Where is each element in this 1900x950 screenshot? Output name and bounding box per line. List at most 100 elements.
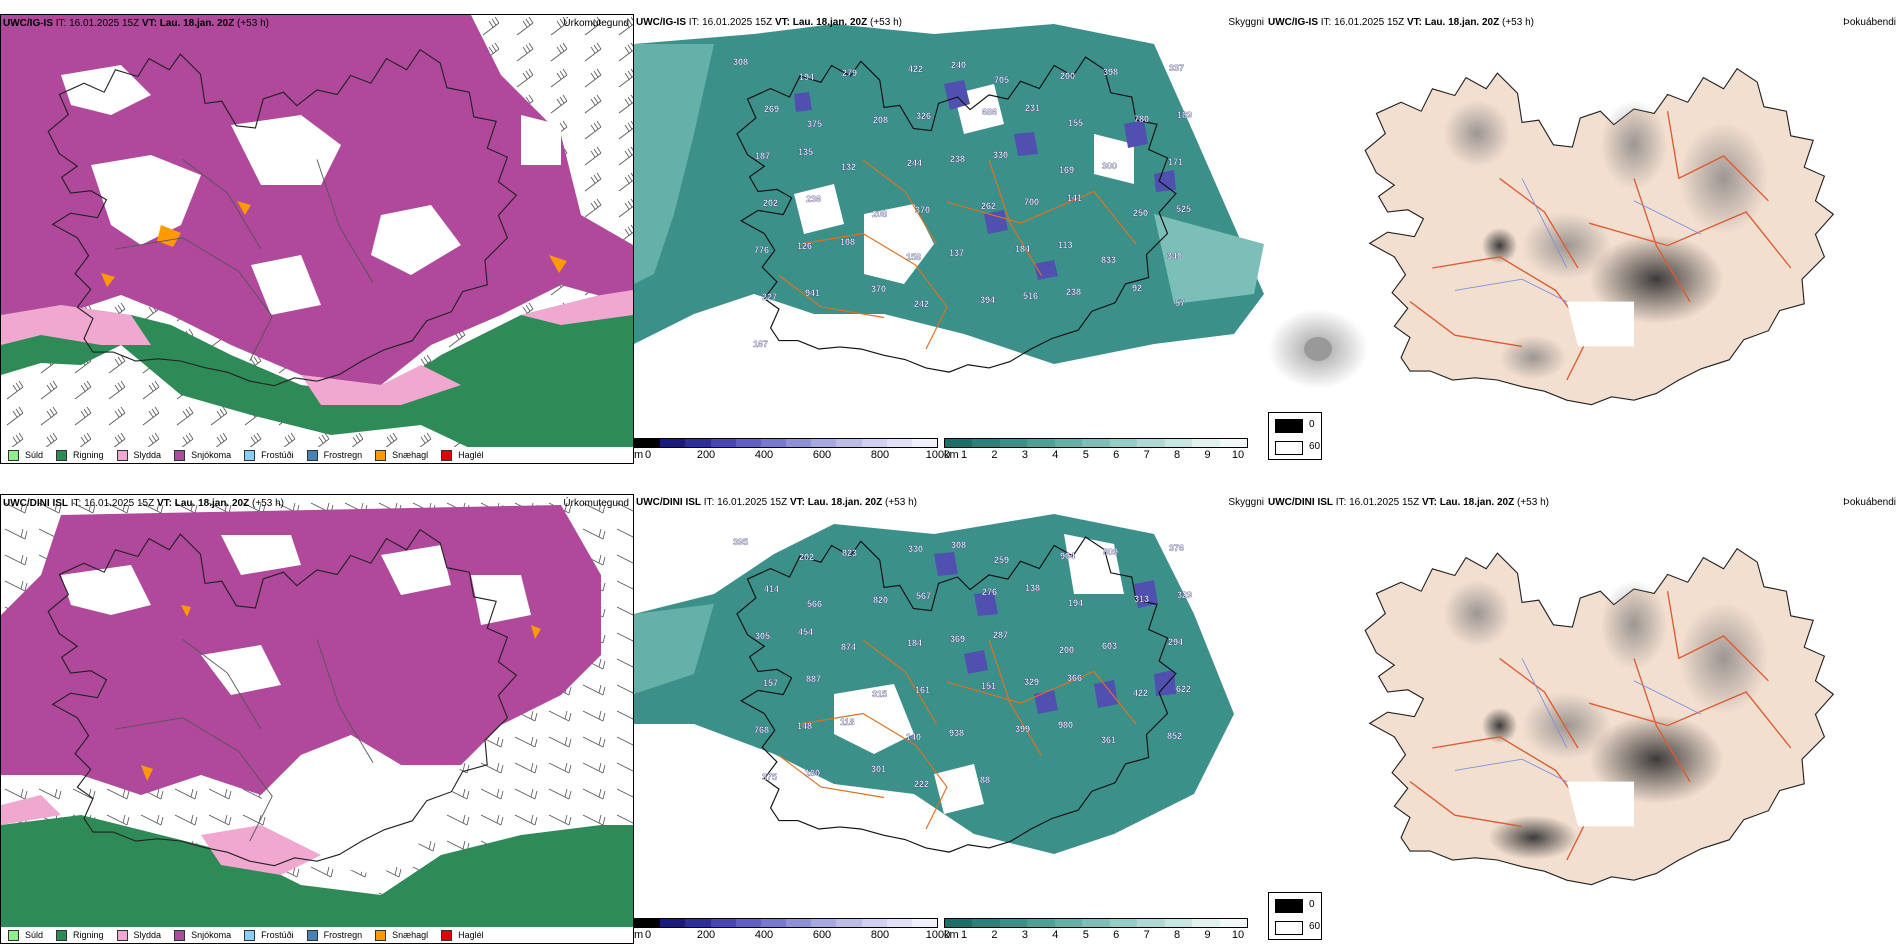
height-unit: m — [634, 929, 644, 941]
issue-time: 16.01.2025 15Z — [717, 497, 788, 508]
precip-type-map-row1: UWC/IG-IS IT: 16.01.2025 15Z VT: Lau. 18… — [0, 14, 634, 464]
visibility-tick-label: 2 — [991, 929, 998, 941]
fog-legend: 0 60 — [1268, 412, 1322, 460]
height-ticks: 0 200 400 600 800 1000 — [645, 449, 950, 461]
cloudbase-label: 57 — [1175, 298, 1185, 308]
cloud-map-canvas: 395 202 823 330 308 259 964 809 376 414 566 820 567 2… — [634, 494, 1268, 914]
cloudbase-label: 238 — [1066, 287, 1081, 297]
cloud-map-canvas: 308 194 279 422 240 705 200 398 337 269 375 208 326 6… — [634, 14, 1268, 434]
height-ticks: 0 200 400 600 800 1000 — [645, 929, 950, 941]
height-colorbar — [634, 918, 938, 928]
cloudbase-label: 141 — [1067, 193, 1082, 203]
cloudbase-label: 194 — [799, 72, 814, 82]
issue-prefix: IT: — [703, 497, 715, 508]
visibility-colorbar-segment — [1219, 439, 1247, 447]
height-colorbar-segment — [811, 439, 837, 447]
valid-prefix: VT: — [156, 498, 172, 509]
precip-legend-swatch — [244, 929, 256, 941]
height-tick-label: 200 — [696, 929, 716, 941]
visibility-tick-label: 3 — [1021, 449, 1028, 461]
height-tick-label: 200 — [696, 449, 716, 461]
cloudbase-label: 169 — [1059, 165, 1074, 175]
cloudbase-label: 398 — [1103, 67, 1118, 77]
precip-legend-item: Haglél — [441, 929, 484, 941]
cloudbase-label: 422 — [908, 64, 923, 74]
cloudbase-label: 167 — [753, 339, 768, 349]
visibility-tick-label: 10 — [1231, 449, 1245, 461]
precip-legend-swatch — [174, 449, 186, 461]
precip-legend-item: Súld — [8, 449, 43, 461]
cloudbase-label: 238 — [950, 154, 965, 164]
cloudbase-label: 340 — [1167, 251, 1182, 261]
visibility-colorbar-segment — [1137, 919, 1165, 927]
fog-legend-label: 0 — [1309, 899, 1315, 910]
height-colorbar-segment — [836, 919, 862, 927]
precip-legend-label: Frostúði — [261, 930, 294, 940]
precip-legend-item: Haglél — [441, 449, 484, 461]
precip-type-map-row2: UWC/DINI ISL IT: 16.01.2025 15Z VT: Lau.… — [0, 494, 634, 944]
visibility-tick-label: 8 — [1174, 929, 1181, 941]
valid-prefix: VT: — [789, 497, 805, 508]
height-colorbar-segment — [735, 919, 761, 927]
height-colorbar-segment — [660, 919, 686, 927]
cloudbase-labels: 395 202 823 330 308 259 964 809 376 414 566 820 567 2… — [733, 537, 1192, 789]
height-colorbar-segment — [635, 439, 661, 447]
valid-time: Lau. 18.jan. 20Z — [1439, 497, 1515, 508]
lead-time: (+53 h) — [1502, 17, 1534, 28]
cloudbase-label: 852 — [1167, 731, 1182, 741]
panel-title: Þokuábendi — [1843, 497, 1896, 508]
visibility-colorbar-segment — [1164, 439, 1193, 447]
cloudbase-label: 330 — [993, 150, 1008, 160]
precip-legend-item: Slydda — [116, 449, 161, 461]
cloudbase-label: 776 — [754, 245, 769, 255]
cloudbase-label: 200 — [1060, 71, 1075, 81]
cloudbase-label: 92 — [1132, 283, 1142, 293]
height-colorbar-segment — [710, 919, 736, 927]
height-colorbar-segment — [660, 439, 686, 447]
height-colorbar-segment — [861, 439, 887, 447]
lead-time: (+53 h) — [1517, 497, 1549, 508]
height-tick-label: 800 — [870, 449, 890, 461]
lead-time: (+53 h) — [237, 18, 269, 29]
precip-legend-swatch — [375, 929, 387, 941]
visibility-colorbar-segment — [1082, 439, 1110, 447]
cloudbase-label: 294 — [1168, 637, 1183, 647]
issue-prefix: IT: — [1335, 497, 1347, 508]
cloudbase-label: 155 — [1068, 118, 1083, 128]
cloudbase-label: 108 — [840, 237, 855, 247]
visibility-colorbar — [944, 438, 1248, 448]
visibility-tick-label: 1 — [960, 449, 968, 461]
height-colorbar-segment — [635, 919, 661, 927]
precip-legend-swatch — [116, 929, 128, 941]
panel-header: UWC/DINI ISL IT: 16.01.2025 15Z VT: Lau.… — [1268, 497, 1549, 508]
cloudbase-label: 208 — [872, 209, 887, 219]
visibility-colorbar-segment — [1054, 919, 1083, 927]
cloudbase-label: 157 — [763, 678, 778, 688]
cloudbase-label: 231 — [1025, 103, 1040, 113]
cloudbase-label: 394 — [980, 295, 995, 305]
precip-legend-item: Slydda — [116, 929, 161, 941]
cloudbase-label: 603 — [1102, 641, 1117, 651]
cloudbase-label: 308 — [733, 57, 748, 67]
cloudbase-label: 369 — [950, 634, 965, 644]
cloudbase-label: 361 — [1101, 735, 1116, 745]
cloudbase-label: 686 — [982, 107, 997, 117]
valid-time: Lau. 18.jan. 20Z — [792, 17, 868, 28]
valid-prefix: VT: — [1421, 497, 1437, 508]
visibility-colorbar-segment — [1164, 919, 1193, 927]
cloudbase-label: 276 — [982, 587, 997, 597]
precip-map-canvas — [1, 15, 633, 463]
visibility-tick-label: 8 — [1174, 449, 1181, 461]
valid-time: Lau. 18.jan. 20Z — [1424, 17, 1500, 28]
precip-legend-label: Rigning — [73, 930, 104, 940]
cloudbase-label: 823 — [842, 548, 857, 558]
height-colorbar-segment — [685, 439, 711, 447]
valid-time: Lau. 18.jan. 20Z — [174, 498, 250, 509]
cloudbase-label: 287 — [993, 630, 1008, 640]
cloudbase-label: 622 — [1176, 684, 1191, 694]
visibility-colorbar — [944, 918, 1248, 928]
valid-time: Lau. 18.jan. 20Z — [159, 18, 235, 29]
model-name: UWC/DINI ISL — [3, 498, 68, 509]
issue-time: 16.01.2025 15Z — [69, 18, 140, 29]
fog-legend-label: 60 — [1309, 441, 1321, 452]
